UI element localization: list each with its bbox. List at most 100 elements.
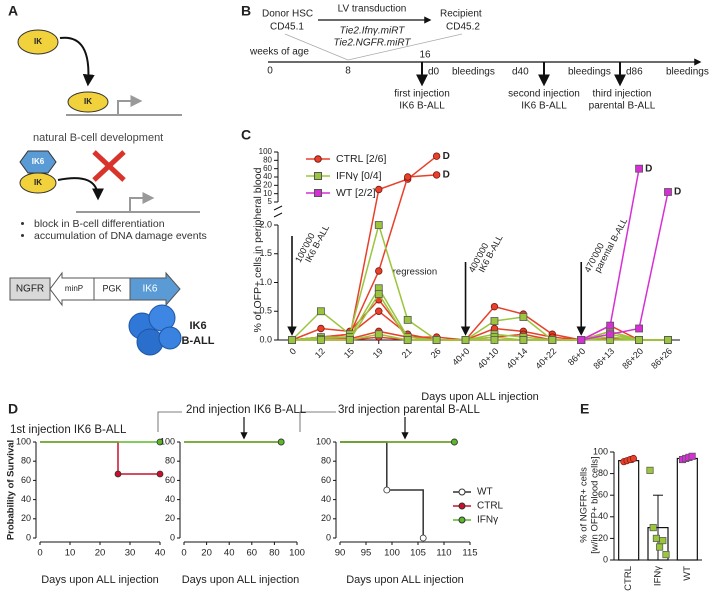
label: NGFR [16, 284, 44, 295]
y-tick-label: 20 [263, 180, 272, 189]
x-axis-label: Days upon ALL injection [346, 574, 464, 586]
y-tick-label: 0.0 [259, 334, 272, 344]
marker [432, 171, 441, 179]
axis-break [273, 212, 283, 218]
x-tick-label: WT [682, 566, 693, 581]
y-tick-label: 80 [263, 155, 272, 164]
label: first injection [394, 89, 450, 100]
point [656, 543, 664, 551]
y-tick-label: 20 [321, 513, 331, 523]
shape [67, 91, 109, 113]
panel-label: D [8, 401, 18, 417]
shape [17, 29, 59, 55]
marker [606, 330, 615, 339]
x-axis-label: Days upon ALL injection [421, 391, 539, 403]
annotation: regression [393, 267, 437, 278]
x-tick-label: 20 [95, 548, 106, 559]
y-tick-label: 80 [21, 456, 31, 466]
label: IK6 [189, 320, 206, 332]
y-axis-label: [w/in OFP+ blood cells] [590, 456, 601, 553]
marker [114, 470, 122, 478]
marker [403, 173, 412, 181]
marker [374, 290, 383, 298]
series-line [581, 191, 669, 341]
marker [375, 185, 383, 194]
x-tick-label: 110 [436, 548, 451, 559]
series-line [291, 292, 668, 341]
point [649, 524, 657, 532]
legend-label: WT [2/2] [336, 187, 376, 199]
marker [156, 438, 164, 446]
label: IK6 B-ALL [521, 101, 567, 112]
y-tick-label: 60 [598, 490, 608, 500]
x-tick-label: 86+0 [566, 346, 587, 367]
x-axis-label: Days upon ALL injection [182, 574, 300, 586]
marker [519, 336, 528, 344]
marker [317, 307, 325, 316]
legend-label: IFNγ [477, 515, 498, 526]
shape [117, 95, 143, 115]
x-tick-label: 100 [289, 548, 305, 559]
shape [284, 33, 349, 61]
shape [158, 326, 182, 350]
series-line [291, 286, 668, 341]
x-tick-label: CTRL [623, 566, 634, 591]
y-tick-label: 0 [170, 532, 175, 542]
x-tick-label: 60 [247, 548, 258, 559]
chart-title: 2nd injection IK6 B-ALL [186, 404, 307, 416]
label: IK6 [142, 284, 157, 295]
x-tick-label: 86+20 [620, 346, 645, 371]
y-tick-label: 40 [263, 172, 272, 181]
shape [19, 172, 57, 194]
label: 8 [345, 66, 351, 77]
legend-label: CTRL [2/6] [336, 153, 386, 165]
shape: block in B-cell differentiationaccumulat… [20, 218, 230, 268]
marker [577, 336, 586, 344]
label: 0 [267, 66, 273, 77]
x-tick-label: 40+0 [450, 346, 471, 367]
y-axis-label: % of OFP+ cells in peripheral blood [252, 167, 264, 332]
x-tick-label: 26 [429, 346, 443, 360]
label: weeks of age [249, 47, 309, 58]
marker [403, 336, 412, 344]
label: IK6 B-ALL [399, 101, 445, 112]
x-tick-label: 105 [410, 548, 426, 559]
diagram-a: IK IK natural B-cell development IK6 IK … [10, 30, 230, 355]
legend-marker [314, 189, 322, 197]
legend-marker [458, 502, 466, 510]
marker [450, 438, 458, 446]
label: Recipient [440, 9, 482, 20]
x-tick-label: 90 [335, 548, 346, 559]
shape [157, 411, 182, 432]
x-tick-label: 15 [342, 346, 356, 360]
x-tick-label: 20 [201, 548, 212, 559]
legend-marker [314, 155, 322, 163]
y-tick-label: 0 [603, 554, 608, 564]
label: parental B-ALL [589, 101, 656, 112]
y-tick-label: 80 [165, 456, 175, 466]
y-tick-label: 80 [598, 468, 608, 478]
panel-label: A [8, 3, 18, 19]
point [652, 534, 660, 542]
x-tick-label: 115 [462, 548, 477, 559]
x-tick-label: 86+13 [591, 346, 616, 371]
panel-label: B [241, 3, 251, 19]
marker [419, 534, 427, 542]
marker [432, 336, 441, 344]
label: CD45.2 [446, 22, 480, 33]
marker [374, 330, 383, 339]
label: Tie2.NGFR.miRT [334, 38, 412, 49]
point [688, 452, 696, 460]
y-tick-label: 2.0 [259, 219, 272, 229]
marker [375, 307, 383, 315]
y-tick-label: 20 [598, 533, 608, 543]
shape [136, 328, 164, 356]
marker [490, 336, 499, 344]
y-tick-label: 60 [321, 475, 331, 485]
x-tick-label: 40 [224, 548, 235, 559]
bullet-list: block in B-cell differentiationaccumulat… [20, 218, 230, 242]
bar [618, 460, 640, 561]
legend-label: IFNγ [0/4] [336, 170, 382, 182]
